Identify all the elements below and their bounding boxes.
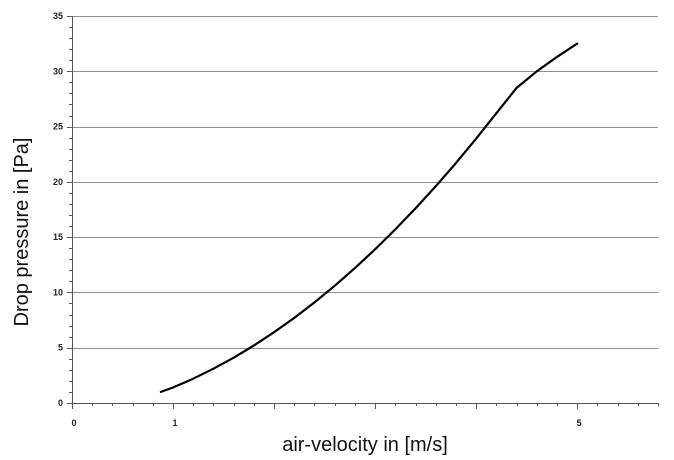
y-axis-title: Drop pressure in [Pa]: [11, 138, 33, 327]
y-tick-label: 20: [53, 177, 63, 187]
y-tick-label: 30: [53, 66, 63, 76]
series-layer: [159, 42, 579, 393]
y-tick-label: 35: [53, 11, 63, 21]
y-tick-label: 0: [58, 398, 63, 408]
x-tick-label: 0: [71, 418, 76, 428]
y-tick-label: 5: [58, 343, 63, 353]
axes: [72, 16, 658, 404]
x-tick-label: 5: [577, 418, 582, 428]
y-tick-label: 25: [53, 122, 63, 132]
y-tick-label: 10: [53, 287, 63, 297]
series-line: [159, 42, 579, 393]
x-axis-title: air-velocity in [m/s]: [282, 434, 448, 456]
grid-lines: [72, 16, 658, 349]
x-tick-label: 1: [173, 418, 178, 428]
tick-marks: [67, 16, 659, 409]
y-tick-label: 15: [53, 232, 63, 242]
